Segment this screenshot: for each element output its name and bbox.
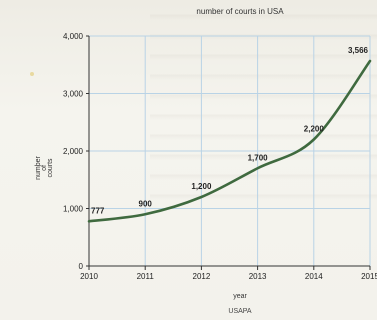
data-label: 900	[139, 199, 153, 208]
x-tick-label: 2011	[137, 272, 155, 281]
y-tick-label: 1,000	[63, 205, 84, 214]
data-label: 3,566	[348, 46, 369, 55]
y-axis-label-line-2: of	[41, 165, 48, 171]
data-labels: 777 900 1,200 1,700 2,200 3,566	[91, 46, 369, 215]
x-tick-label: 2013	[249, 272, 267, 281]
source-label: USAPA	[228, 308, 252, 315]
y-tick-label: 0	[79, 262, 84, 271]
chart-axes	[88, 36, 370, 267]
x-tick-label: 2014	[305, 272, 323, 281]
y-tick-label: 2,000	[63, 147, 84, 156]
bleed-through-text	[150, 0, 377, 210]
series-line	[87, 59, 372, 223]
decorative-dot	[30, 72, 34, 76]
chart-title: number of courts in USA	[196, 7, 284, 16]
data-label: 1,700	[248, 153, 269, 162]
x-tick-label: 2015	[361, 272, 377, 281]
chart-grid	[86, 35, 371, 270]
x-tick-label: 2012	[193, 272, 211, 281]
x-tick-label: 2010	[80, 272, 98, 281]
data-label: 2,200	[304, 125, 325, 134]
y-axis-label-line-1: number	[35, 155, 42, 179]
y-tick-label: 4,000	[63, 32, 84, 41]
x-axis-label: year	[233, 293, 247, 300]
x-tick-labels: 2010 2011 2012 2013 2014 2015	[80, 272, 377, 281]
y-axis-label: number of courts	[35, 155, 54, 179]
data-label: 1,200	[191, 182, 212, 191]
data-label: 777	[91, 206, 105, 215]
y-axis-label-line-3: courts	[47, 158, 54, 178]
y-tick-label: 3,000	[63, 90, 84, 99]
y-tick-labels: 0 1,000 2,000 3,000 4,000	[63, 32, 84, 271]
